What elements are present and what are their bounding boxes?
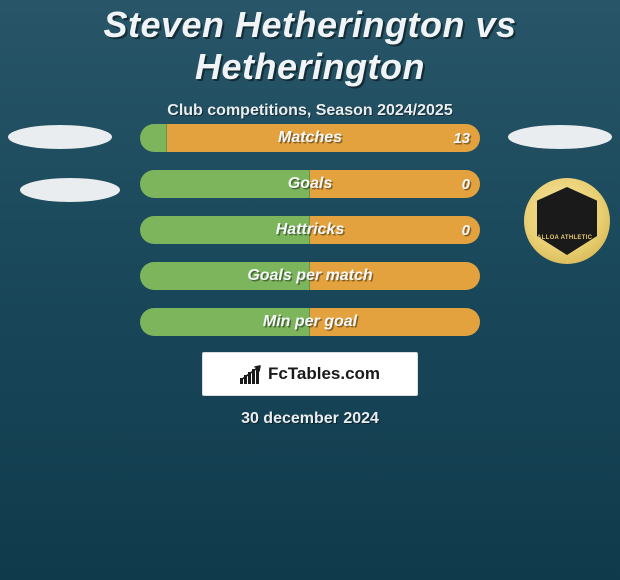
page-title: Steven Hetherington vs Hetherington: [0, 0, 620, 88]
bar-right-segment: [167, 124, 480, 152]
bar-right-value: 13: [453, 124, 470, 152]
bar-left-segment: [140, 170, 310, 198]
bar-row: Goals per match: [140, 262, 480, 290]
bar-row: Min per goal: [140, 308, 480, 336]
bar-row: Hattricks0: [140, 216, 480, 244]
right-oval-1: [508, 125, 612, 149]
bar-left-segment: [140, 308, 310, 336]
brand-box: FcTables.com: [202, 352, 418, 396]
subtitle: Club competitions, Season 2024/2025: [0, 102, 620, 120]
badge-label: ALLOA ATHLETIC FC: [537, 235, 597, 255]
shield-icon: ALLOA ATHLETIC FC: [537, 187, 597, 255]
bar-right-segment: [310, 216, 480, 244]
bar-row: Matches13: [140, 124, 480, 152]
club-badge: ALLOA ATHLETIC FC: [524, 178, 610, 264]
bar-right-segment: [310, 308, 480, 336]
bar-right-segment: [310, 170, 480, 198]
left-oval-1: [8, 125, 112, 149]
date-line: 30 december 2024: [0, 410, 620, 428]
bar-left-segment: [140, 124, 167, 152]
comparison-bars: Matches13 Goals0 Hattricks0 Goals per match…: [140, 124, 480, 354]
bar-left-segment: [140, 216, 310, 244]
bar-left-segment: [140, 262, 310, 290]
bar-row: Goals0: [140, 170, 480, 198]
bar-right-value: 0: [462, 170, 470, 198]
left-oval-2: [20, 178, 120, 202]
bar-chart-icon: [240, 364, 262, 384]
bar-right-segment: [310, 262, 480, 290]
brand-text: FcTables.com: [268, 364, 380, 384]
bar-right-value: 0: [462, 216, 470, 244]
